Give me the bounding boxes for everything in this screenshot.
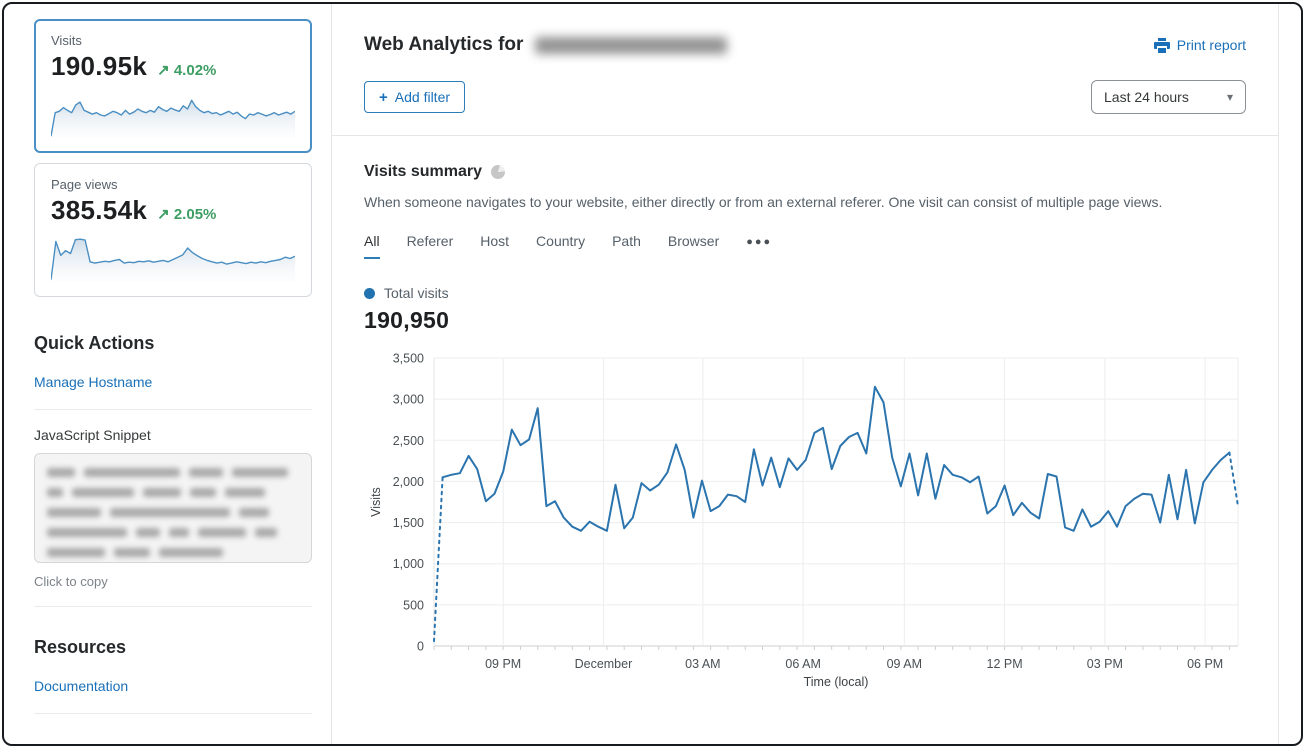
redacted-domain	[535, 36, 728, 54]
visits-summary-section: Visits summary When someone navigates to…	[364, 136, 1246, 698]
tab-host[interactable]: Host	[480, 233, 510, 249]
click-to-copy-hint: Click to copy	[34, 574, 108, 589]
divider	[332, 135, 1278, 136]
metric-card-pageviews[interactable]: Page views 385.54k ↗ 2.05%	[34, 163, 312, 297]
divider	[34, 713, 312, 714]
more-tabs-icon[interactable]: ●●●	[746, 236, 773, 248]
chevron-down-icon: ▾	[1226, 90, 1233, 104]
printer-icon	[1153, 37, 1170, 53]
visits-chart: 0 500 1,000 1,500 2,000 2,500 3,000 3,500 09 PM D…	[369, 352, 1239, 689]
total-visits-value: 190,950	[364, 307, 450, 333]
tab-country[interactable]: Country	[536, 233, 586, 249]
svg-text:Time (local): Time (local)	[804, 675, 869, 689]
summary-description: When someone navigates to your website, …	[364, 194, 1163, 210]
svg-text:Visits: Visits	[369, 487, 383, 517]
chart-legend: Total visits	[364, 285, 1246, 301]
svg-text:1,500: 1,500	[393, 516, 424, 530]
add-filter-button[interactable]: + Add filter	[364, 81, 466, 113]
svg-text:06 PM: 06 PM	[1187, 657, 1223, 671]
plus-icon: +	[379, 88, 388, 106]
svg-text:1,000: 1,000	[393, 557, 424, 571]
trend-value: 4.02%	[173, 62, 217, 79]
js-snippet-box[interactable]	[34, 453, 312, 563]
divider	[34, 409, 312, 410]
svg-text:2,000: 2,000	[393, 475, 424, 489]
documentation-link[interactable]: Documentation	[34, 678, 129, 694]
page-title: Web Analytics for	[364, 34, 728, 56]
resources-title: Resources	[34, 637, 127, 657]
pie-chart-icon[interactable]	[491, 165, 505, 179]
svg-text:500: 500	[403, 598, 424, 612]
trend-up-icon: ↗	[157, 206, 170, 223]
print-report-button[interactable]: Print report	[1153, 37, 1246, 53]
svg-text:09 AM: 09 AM	[887, 657, 922, 671]
metric-trend: ↗ 2.05%	[157, 205, 216, 223]
time-range-value: Last 24 hours	[1104, 89, 1189, 105]
trend-up-icon: ↗	[157, 62, 170, 79]
metric-card-label: Page views	[51, 177, 118, 192]
sidebar: Visits 190.95k ↗ 4.02% Page views 385.54…	[4, 4, 331, 744]
svg-text:0: 0	[417, 640, 424, 654]
tab-path[interactable]: Path	[612, 233, 641, 249]
svg-text:03 AM: 03 AM	[685, 657, 720, 671]
main-panel: Web Analytics for Print report + Add fil…	[331, 4, 1279, 744]
tab-referer[interactable]: Referer	[406, 233, 454, 249]
legend-dot	[364, 287, 375, 299]
metric-card-label: Visits	[51, 33, 82, 48]
summary-tabs: All Referer Host Country Path Browser ●●…	[364, 233, 1246, 259]
quick-actions-title: Quick Actions	[34, 333, 155, 353]
tab-all[interactable]: All	[364, 233, 380, 259]
svg-text:09 PM: 09 PM	[485, 657, 521, 671]
svg-text:12 PM: 12 PM	[987, 657, 1023, 671]
tab-browser[interactable]: Browser	[667, 233, 720, 249]
page-title-text: Web Analytics for	[364, 34, 524, 55]
svg-text:3,000: 3,000	[393, 393, 424, 407]
svg-text:2,500: 2,500	[393, 434, 424, 448]
trend-value: 2.05%	[173, 206, 217, 223]
svg-text:06 AM: 06 AM	[785, 657, 820, 671]
metric-card-visits[interactable]: Visits 190.95k ↗ 4.02%	[34, 19, 312, 153]
js-snippet-label: JavaScript Snippet	[34, 427, 151, 443]
visits-sparkline	[51, 99, 295, 138]
metric-trend: ↗ 4.02%	[157, 61, 216, 79]
manage-hostname-link[interactable]: Manage Hostname	[34, 374, 153, 390]
pageviews-sparkline	[51, 238, 295, 282]
svg-text:3,500: 3,500	[393, 352, 424, 366]
add-filter-label: Add filter	[394, 89, 451, 105]
svg-text:03 PM: 03 PM	[1087, 657, 1123, 671]
chart-area: 0 500 1,000 1,500 2,000 2,500 3,000 3,500 09 PM D…	[364, 346, 1246, 698]
print-report-label: Print report	[1176, 37, 1246, 53]
divider	[34, 606, 312, 607]
metric-card-value: 190.95k	[51, 51, 148, 81]
summary-title: Visits summary	[364, 163, 482, 180]
time-range-select[interactable]: Last 24 hours ▾	[1091, 80, 1246, 114]
metric-card-value: 385.54k	[51, 195, 148, 225]
legend-label: Total visits	[384, 285, 449, 301]
svg-text:December: December	[575, 657, 633, 671]
